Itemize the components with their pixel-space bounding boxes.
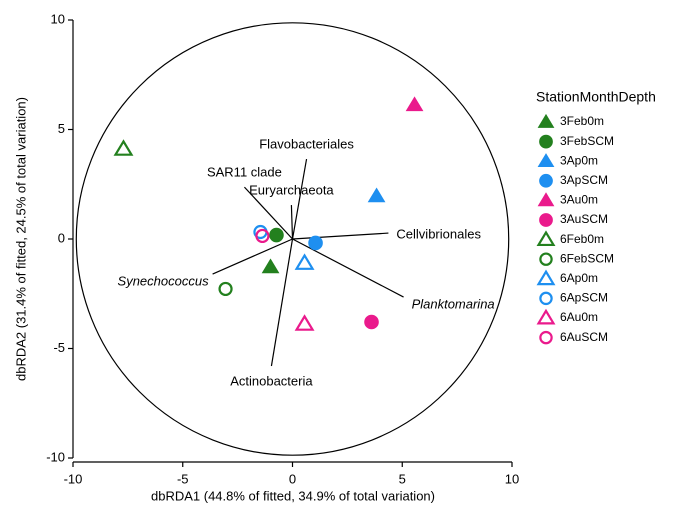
vector (243, 186, 293, 240)
legend-label: 3Ap0m (560, 153, 598, 167)
x-tick-label: 0 (289, 471, 296, 486)
vector-label: Flavobacteriales (259, 137, 354, 152)
legend-marker (539, 330, 553, 345)
vector-label: SAR11 clade (207, 165, 282, 180)
vector (291, 158, 308, 240)
vector-label: Synechococcus (118, 273, 210, 288)
point (294, 253, 315, 270)
legend-label: 3Au0m (560, 193, 598, 207)
legend-label: 3AuSCM (560, 212, 608, 226)
x-tick-label: -5 (177, 471, 189, 486)
legend-label: 6AuSCM (560, 330, 608, 344)
legend-label: 6ApSCM (560, 291, 608, 305)
vector-label: Cellvibrionales (396, 227, 481, 242)
point (218, 281, 233, 297)
point (269, 227, 284, 243)
legend-marker (536, 230, 556, 247)
x-tick-label: 5 (399, 471, 406, 486)
y-tick-label: 5 (58, 121, 65, 136)
y-tick-label: 0 (58, 230, 65, 245)
y-tick-label: 10 (51, 11, 65, 26)
point (308, 235, 323, 251)
x-tick-label: 10 (505, 471, 519, 486)
y-tick-label: -5 (53, 340, 65, 355)
legend-title: StationMonthDepth (536, 89, 656, 105)
x-tick-label: -10 (64, 471, 83, 486)
legend-label: 6FebSCM (560, 251, 614, 265)
legend-marker (536, 269, 556, 286)
legend-label: 6Au0m (560, 310, 598, 324)
legend-label: 6Feb0m (560, 232, 604, 246)
point (294, 314, 315, 331)
vector (290, 205, 294, 240)
point (364, 314, 379, 330)
vector (212, 238, 293, 275)
legend-marker (539, 213, 553, 227)
legend-label: 3FebSCM (560, 134, 614, 148)
legend-marker (537, 192, 555, 207)
vector-label: Euryarchaeota (249, 182, 334, 197)
legend-label: 6Ap0m (560, 271, 598, 285)
vector-label: Planktomarina (412, 296, 495, 311)
point (405, 96, 424, 112)
x-axis-label: dbRDA1 (44.8% of fitted, 34.9% of total … (151, 488, 435, 503)
vector (292, 232, 389, 240)
legend-marker (537, 113, 555, 128)
point (113, 139, 134, 156)
correlation-circle (75, 22, 510, 456)
y-axis-label: dbRDA2 (31.4% of fitted, 24.5% of total … (13, 97, 28, 381)
vector (270, 238, 294, 367)
y-tick-label: -10 (46, 449, 65, 464)
vector-label: Actinobacteria (230, 373, 313, 388)
legend-marker (539, 173, 553, 188)
legend-label: 3ApSCM (560, 173, 608, 187)
legend-label: 3Feb0m (560, 114, 604, 128)
legend-marker (536, 308, 556, 325)
point (367, 187, 386, 203)
point (255, 228, 270, 244)
legend-marker (539, 291, 553, 306)
legend-marker (537, 153, 555, 168)
legend-marker (539, 252, 553, 266)
vector (292, 238, 404, 298)
point (261, 258, 280, 274)
legend-marker (539, 134, 553, 149)
